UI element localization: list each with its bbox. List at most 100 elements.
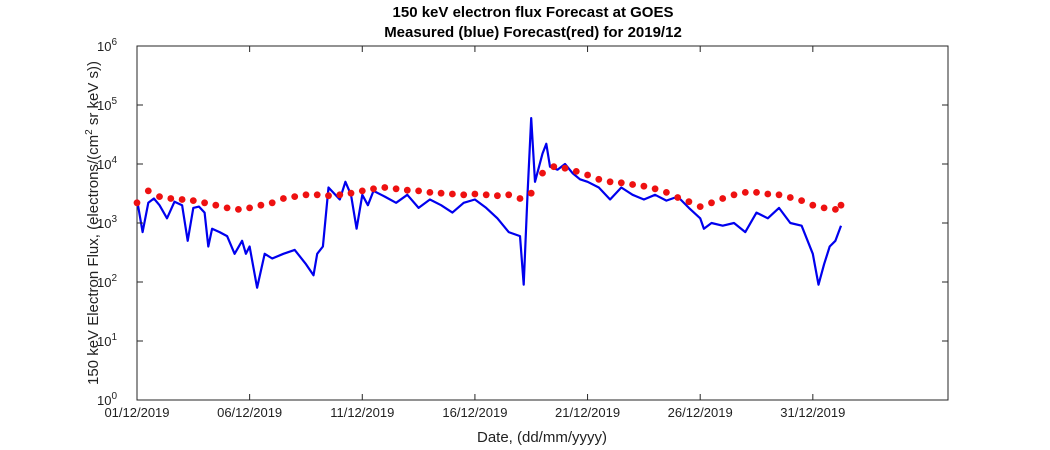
forecast-flux-point xyxy=(178,196,186,203)
forecast-flux-point xyxy=(167,195,175,202)
forecast-flux-point xyxy=(471,190,479,198)
forecast-flux-point xyxy=(730,191,738,199)
y-tick-label: 103 xyxy=(97,214,117,231)
y-tick-label: 106 xyxy=(97,37,117,54)
x-tick-label: 31/12/2019 xyxy=(780,405,845,420)
forecast-flux-point xyxy=(572,168,580,175)
forecast-flux-point xyxy=(809,201,817,209)
y-tick-exponent: 3 xyxy=(111,214,117,225)
forecast-flux-point xyxy=(392,185,400,193)
forecast-flux-point xyxy=(516,195,524,202)
forecast-flux-point xyxy=(595,175,603,183)
forecast-flux-point xyxy=(381,184,389,191)
forecast-flux-point xyxy=(268,199,276,207)
forecast-flux-point xyxy=(606,178,614,186)
x-tick-label: 11/12/2019 xyxy=(330,405,394,420)
forecast-flux-point xyxy=(640,182,648,190)
forecast-flux-point xyxy=(708,199,715,207)
forecast-flux-point xyxy=(133,199,141,207)
plot-frame xyxy=(136,45,949,401)
x-tick-label: 06/12/2019 xyxy=(217,405,282,420)
forecast-flux-point xyxy=(550,163,558,171)
y-tick-base: 10 xyxy=(97,393,111,408)
y-tick-base: 10 xyxy=(97,39,111,54)
chart-title: 150 keV electron flux Forecast at GOES xyxy=(393,4,674,21)
forecast-flux-point xyxy=(235,206,242,213)
y-tick-label: 102 xyxy=(97,273,117,290)
forecast-flux-point xyxy=(358,187,366,195)
x-axis-label: Date, (dd/mm/yyyy) xyxy=(477,429,607,446)
forecast-flux-point xyxy=(415,187,422,195)
y-tick-base: 10 xyxy=(97,216,111,231)
forecast-flux-point xyxy=(426,189,434,196)
forecast-flux-point xyxy=(223,204,231,212)
y-tick-label: 105 xyxy=(97,96,117,113)
y-tick-label: 104 xyxy=(97,155,117,172)
forecast-flux-point xyxy=(696,203,704,211)
y-axis-label-main: 150 keV Electron Flux, (electrons/(cm xyxy=(85,135,102,385)
y-tick-base: 10 xyxy=(97,334,111,349)
x-tick-label: 21/12/2019 xyxy=(555,405,620,420)
y-tick-exponent: 1 xyxy=(111,332,117,343)
forecast-flux-point xyxy=(156,193,163,201)
measured-flux-line xyxy=(135,116,843,289)
chart-subtitle: Measured (blue) Forecast(red) for 2019/1… xyxy=(384,24,682,41)
y-axis-label: 150 keV Electron Flux, (electrons/(cm2 s… xyxy=(84,61,102,385)
forecast-flux-point xyxy=(347,189,355,197)
forecast-flux-point xyxy=(212,201,220,209)
forecast-flux-point xyxy=(617,179,625,187)
forecast-flux-point xyxy=(494,192,501,200)
y-tick-exponent: 4 xyxy=(111,155,117,166)
forecast-flux-point xyxy=(302,191,310,199)
forecast-flux-point xyxy=(403,186,411,194)
forecast-flux-point xyxy=(832,206,839,213)
forecast-flux-point xyxy=(539,169,546,177)
forecast-flux-point xyxy=(336,191,344,199)
series-layer xyxy=(133,116,845,289)
forecast-flux-point xyxy=(741,189,749,196)
forecast-flux-point xyxy=(561,164,569,172)
forecast-flux-point xyxy=(291,193,299,201)
y-tick-base: 10 xyxy=(97,98,111,113)
forecast-flux-point xyxy=(820,204,828,212)
plot-area: 01/12/2019 06/12/2019 11/12/2019 16/12/2019… xyxy=(97,37,949,420)
forecast-flux-point xyxy=(460,191,468,199)
forecast-flux-point xyxy=(786,194,794,201)
forecast-flux-point xyxy=(189,197,197,205)
forecast-flux-point xyxy=(201,199,209,207)
y-tick-base: 10 xyxy=(97,157,111,172)
forecast-flux-point xyxy=(370,185,377,193)
forecast-flux-point xyxy=(280,195,287,202)
y-tick-base: 10 xyxy=(97,275,111,290)
y-tick-exponent: 6 xyxy=(111,37,117,48)
forecast-flux-point xyxy=(837,201,845,209)
forecast-flux-point xyxy=(144,187,152,195)
x-axis-ticks: 01/12/2019 06/12/2019 11/12/2019 16/12/2019… xyxy=(104,46,845,420)
y-tick-exponent: 0 xyxy=(111,391,117,402)
x-tick-label: 16/12/2019 xyxy=(442,405,507,420)
forecast-flux-point xyxy=(246,204,254,212)
y-tick-label: 101 xyxy=(97,332,117,349)
forecast-flux-point xyxy=(584,171,591,179)
x-tick-label: 26/12/2019 xyxy=(668,405,733,420)
forecast-flux-point xyxy=(674,194,682,201)
forecast-flux-point xyxy=(651,185,659,193)
y-axis-label-sup: 2 xyxy=(84,129,95,135)
forecast-flux-point xyxy=(775,191,783,199)
forecast-flux-point xyxy=(663,189,670,196)
forecast-flux-point xyxy=(629,181,636,188)
forecast-flux-point xyxy=(505,191,513,199)
forecast-flux-point xyxy=(313,191,321,199)
forecast-flux-point xyxy=(437,189,445,197)
forecast-flux-point xyxy=(325,192,332,200)
y-axis-label-tail: sr keV s)) xyxy=(85,61,102,129)
forecast-flux-point xyxy=(449,190,456,198)
y-tick-label: 100 xyxy=(97,391,117,408)
forecast-flux-point xyxy=(685,198,693,206)
forecast-flux-point xyxy=(719,195,727,202)
forecast-flux-point xyxy=(764,190,772,198)
forecast-flux-point xyxy=(482,191,490,199)
forecast-flux-point xyxy=(527,189,535,197)
